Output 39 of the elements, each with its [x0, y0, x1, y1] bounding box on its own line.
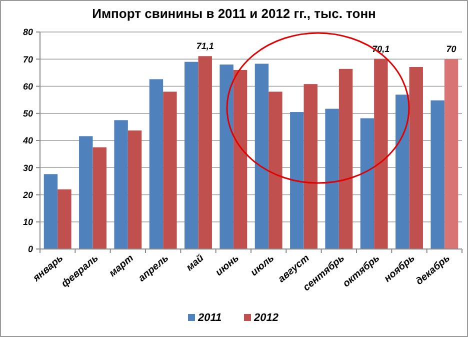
bar [184, 62, 198, 249]
y-tick-label: 20 [22, 190, 33, 200]
bar [92, 147, 106, 249]
bar [163, 92, 177, 249]
y-tick-label: 50 [22, 108, 33, 119]
bar [409, 66, 423, 249]
bar [290, 112, 304, 249]
bar [268, 92, 282, 249]
bar [360, 118, 374, 249]
y-tick-label: 30 [22, 162, 33, 173]
y-tick-label: 40 [22, 136, 33, 146]
bar [198, 56, 212, 249]
bar [149, 79, 164, 249]
y-tick-label: 0 [28, 244, 33, 254]
y-tick-label: 10 [22, 217, 33, 228]
bar [338, 68, 353, 249]
bar [374, 58, 388, 249]
bar [128, 130, 142, 249]
bar [58, 189, 72, 249]
data-label: 71,1 [196, 41, 214, 52]
bar [304, 84, 318, 249]
y-tick-label: 60 [22, 81, 33, 92]
legend-label: 2011 [197, 312, 222, 324]
bar [114, 120, 128, 249]
bar [44, 174, 58, 249]
legend-label: 2012 [253, 312, 278, 324]
data-label: 70,1 [372, 44, 390, 54]
bar [430, 100, 444, 249]
bar [254, 64, 269, 249]
bar [325, 108, 339, 249]
bar [444, 59, 458, 249]
bar [396, 94, 410, 249]
y-tick-label: 80 [22, 27, 33, 38]
y-tick-label: 70 [22, 54, 33, 64]
data-label: 70 [446, 44, 456, 54]
bar [220, 64, 234, 249]
bar [79, 136, 93, 249]
chart-title: Импорт свинины в 2011 и 2012 гг., тыс. тонн [92, 6, 376, 21]
bar [233, 70, 248, 249]
